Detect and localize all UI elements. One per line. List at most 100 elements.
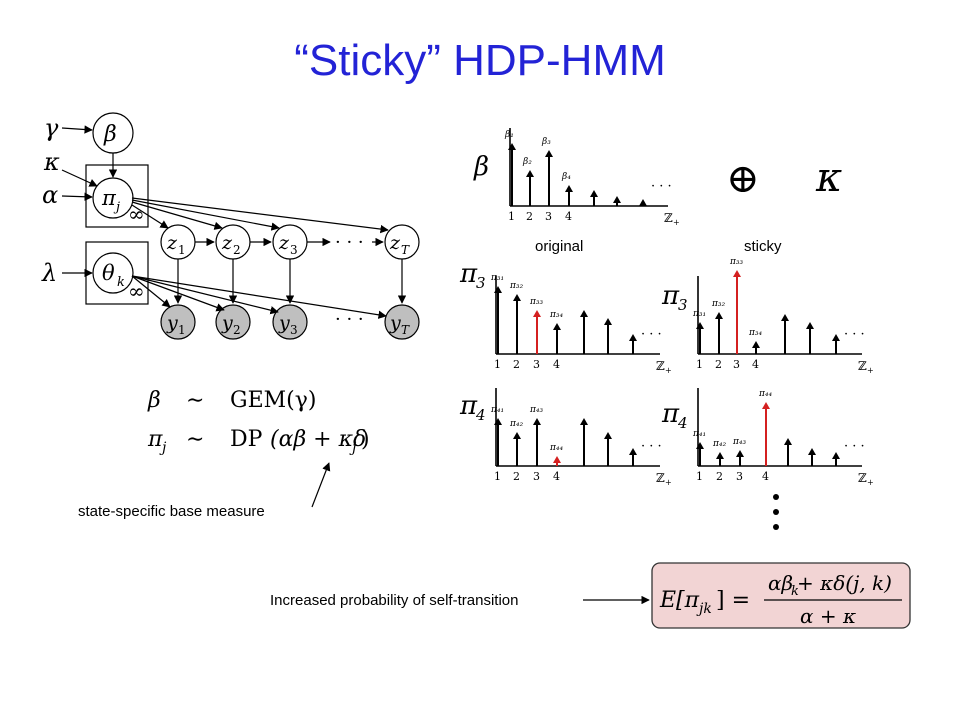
stem-label-4: π₄₄ (549, 443, 564, 453)
stem-head-7 (832, 334, 840, 341)
stem-head-4 (553, 323, 561, 330)
stem-label-4: π₃₄ (748, 328, 763, 338)
stem-head-4 (752, 341, 760, 348)
stem-label-1: π₄₁ (692, 429, 706, 439)
y3-label: y (278, 312, 290, 334)
axis-label: ℤ (858, 359, 867, 373)
stem-label-1: π₃₁ (692, 309, 706, 319)
tick-1: 1 (494, 358, 501, 371)
stem-head-4 (762, 402, 770, 409)
z3-label: z (278, 232, 290, 254)
theta-node-label: θ (102, 261, 115, 285)
y2-node (215, 304, 251, 340)
stem-label-2: π₃₂ (711, 299, 726, 309)
formula-denominator: α + κ (800, 604, 856, 628)
stem-ellipsis: · · · (844, 439, 865, 454)
stem-label-3: π₄₃ (732, 437, 747, 447)
axis-label-sub: + (665, 366, 672, 375)
axis-label-sub: + (867, 478, 874, 487)
tick-1: 1 (696, 358, 703, 371)
stem-head-2 (715, 312, 723, 319)
stem-head-1 (696, 442, 704, 449)
eq1-gem: GEM(γ) (230, 388, 316, 413)
pi4-sub-original: 4 (475, 406, 486, 424)
lambda-label: λ (41, 259, 57, 287)
y3-sub: 3 (290, 323, 298, 337)
z3-sub: 3 (290, 243, 298, 257)
stem-head-2 (526, 170, 534, 177)
beta-node-label: β (103, 122, 117, 147)
oplus-symbol: ⊕ (726, 156, 760, 202)
stem-head-1 (696, 322, 704, 329)
axis-label-sub: + (673, 218, 680, 227)
stem-plot-pi3-original: π₃₁ 1 π₃₂ 2 π₃₃ 3 π₃₄ 4 · · · ℤ + (490, 273, 672, 375)
stem-head-7 (639, 199, 647, 206)
z1-label: z (166, 232, 178, 254)
stem-head-1 (494, 418, 502, 425)
pi3-sub-sticky: 3 (678, 296, 688, 314)
stem-head-2 (513, 294, 521, 301)
tick-2: 2 (513, 470, 520, 483)
tick-1: 1 (696, 470, 703, 483)
yT-label: y (389, 312, 401, 334)
theta-node (92, 252, 134, 294)
stem-plot-beta: β₁ 1 β₂ 2 β₃ 3 β₄ 4 · · · ℤ + (504, 128, 680, 227)
axis-label: ℤ (664, 211, 673, 225)
stem-head-6 (808, 448, 816, 455)
gamma-label: γ (44, 114, 59, 142)
stem-label-1: β₁ (504, 130, 514, 140)
prior-equations: β ∼ GEM(γ) π j ∼ DP (αβ + κδ j ) (147, 388, 370, 508)
y-chain-dots: · · · (335, 309, 364, 330)
stem-head-2 (513, 432, 521, 439)
tick-4: 4 (553, 470, 560, 483)
stem-head-2 (716, 452, 724, 459)
y1-sub: 1 (178, 323, 186, 337)
base-measure-label: state-specific base measure (78, 503, 265, 520)
tick-3: 3 (736, 470, 743, 483)
pi4-symbol-original: π (459, 391, 478, 421)
eq2-dp-close: ) (361, 427, 370, 452)
yT-node (384, 304, 420, 340)
axis-label-sub: + (867, 366, 874, 375)
stem-head-5 (580, 418, 588, 425)
stem-head-7 (629, 334, 637, 341)
stem-head-3 (533, 418, 541, 425)
formula-box (651, 562, 911, 629)
y3-node (272, 304, 308, 340)
stem-head-1 (494, 286, 502, 293)
alpha-label: α (42, 181, 58, 209)
tick-3: 3 (533, 470, 540, 483)
theta-plate-infinity: ∞ (128, 279, 145, 303)
stem-head-3 (545, 150, 553, 157)
tick-3: 3 (545, 210, 552, 223)
stem-label-4: β₄ (561, 172, 571, 182)
pi-node-sub: j (113, 200, 120, 215)
z2-label: z (221, 232, 233, 254)
stem-head-6 (604, 318, 612, 325)
stem-plot-pi4-original: π₄₁ 1 π₄₂ 2 π₄₃ 3 π₄₄ 4 · · · ℤ + (490, 388, 672, 487)
formula-lhs: E[π (659, 588, 700, 613)
slide-title: “Sticky” HDP-HMM (294, 36, 666, 85)
stem-head-7 (832, 452, 840, 459)
original-label: original (535, 238, 584, 255)
theta-node-sub: k (117, 275, 125, 290)
pi3-sub-original: 3 (476, 274, 486, 292)
tick-3: 3 (533, 358, 540, 371)
stem-head-5 (781, 314, 789, 321)
stem-ellipsis: · · · (641, 327, 662, 342)
tick-2: 2 (716, 470, 723, 483)
stem-label-4: π₄₄ (758, 389, 773, 399)
z-chain-dots: · · · (335, 232, 364, 253)
tick-4: 4 (762, 470, 769, 483)
pi-node-label: π (101, 186, 117, 210)
pi4-symbol-sticky: π (661, 399, 680, 429)
stem-label-2: π₄₂ (712, 439, 727, 449)
z2-sub: 2 (233, 243, 241, 257)
eq2-pi: π (147, 427, 163, 452)
pi4-sub-sticky: 4 (677, 414, 688, 432)
y2-sub: 2 (233, 323, 241, 337)
yT-sub: T (401, 323, 410, 337)
